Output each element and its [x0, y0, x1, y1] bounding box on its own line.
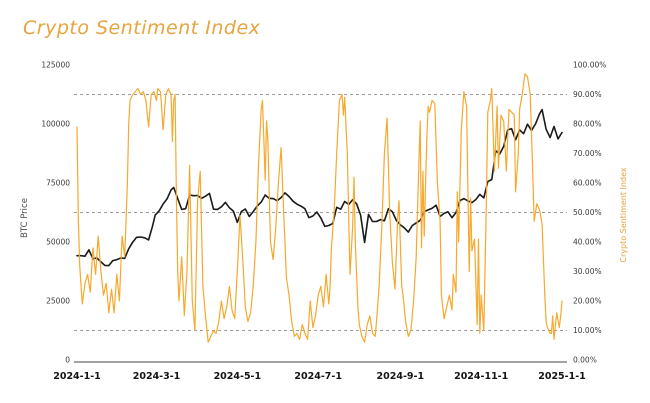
y-right-tick-label: 50.00% — [573, 208, 602, 217]
y-right-tick-label: 100.00% — [573, 61, 606, 70]
sentiment-line — [76, 73, 563, 343]
right-axis-title: Crypto Sentiment Index — [619, 167, 628, 262]
y-left-tick-label: 125000 — [41, 61, 70, 70]
y-left-tick-label: 100000 — [41, 120, 70, 129]
y-right-tick-label: 70.00% — [573, 149, 602, 158]
left-axis-tick-labels: 0 25000 50000 75000 100000 125000 — [41, 61, 70, 365]
y-left-tick-label: 25000 — [46, 297, 70, 306]
x-tick-label: 2024-3-1 — [133, 371, 181, 382]
y-right-tick-label: 60.00% — [573, 179, 602, 188]
y-left-tick-label: 50000 — [46, 238, 70, 247]
gridlines — [74, 94, 567, 331]
y-right-tick-label: 90.00% — [573, 90, 602, 99]
right-axis-tick-labels: 0.00% 10.00% 20.00% 30.00% 40.00% 50.00% 60.00… — [573, 61, 606, 365]
y-right-tick-label: 20.00% — [573, 297, 602, 306]
btc-price-line — [76, 108, 563, 267]
y-right-tick-label: 30.00% — [573, 267, 602, 276]
x-tick-label: 2025-1-1 — [538, 371, 586, 382]
y-left-tick-label: 0 — [65, 356, 70, 365]
y-left-tick-label: 75000 — [46, 179, 70, 188]
y-right-tick-label: 0.00% — [573, 356, 597, 365]
series-lines — [76, 73, 563, 343]
y-right-tick-label: 40.00% — [573, 238, 602, 247]
y-right-tick-label: 80.00% — [573, 120, 602, 129]
x-tick-label: 2024-5-1 — [214, 371, 262, 382]
x-tick-label: 2024-11-1 — [454, 371, 508, 382]
left-axis-title: BTC Price — [20, 198, 30, 238]
y-right-tick-label: 10.00% — [573, 326, 602, 335]
x-tick-label: 2024-7-1 — [294, 371, 342, 382]
x-tick-label: 2024-1-1 — [53, 371, 101, 382]
chart-title: Crypto Sentiment Index — [23, 17, 261, 39]
x-axis-tick-labels: 2024-1-1 2024-3-1 2024-5-1 2024-7-1 2024-9-1… — [53, 371, 586, 382]
axis-titles: BTC Price Crypto Sentiment Index — [20, 167, 628, 262]
x-tick-label: 2024-9-1 — [377, 371, 425, 382]
